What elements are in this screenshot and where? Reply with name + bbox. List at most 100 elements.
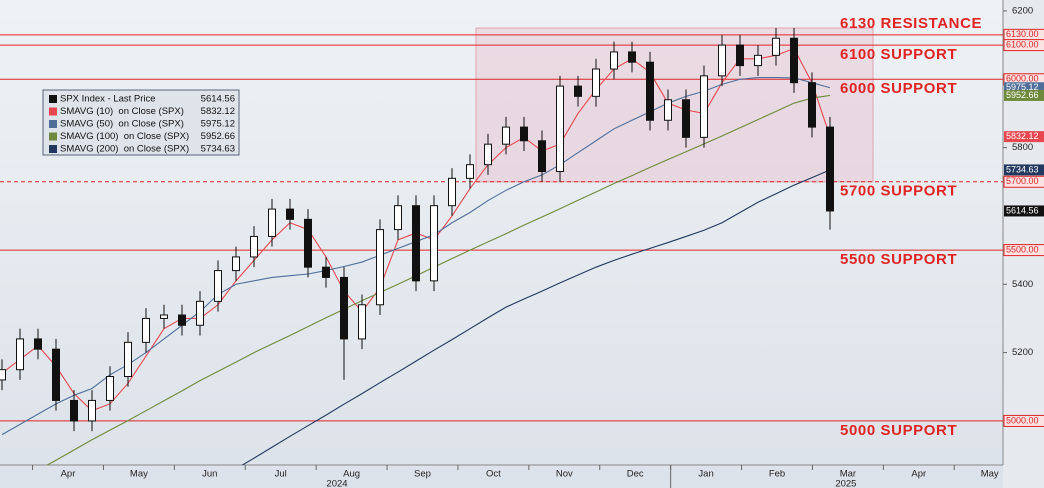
last-value-label: 5952.66 (1006, 90, 1039, 100)
level-text: 6100 SUPPORT (840, 46, 957, 63)
legend-label: SMAVG (100) on Close (SPX) (60, 131, 189, 142)
x-tick-label: Jan (698, 469, 713, 480)
level-box-label: 5000.00 (1006, 415, 1039, 425)
candle-body (322, 266, 330, 278)
candle-body (610, 51, 618, 70)
level-text: 5500 SUPPORT (840, 251, 957, 268)
y-tick-label: 6200 (1012, 5, 1033, 16)
x-tick-label: Sep (414, 469, 431, 480)
candle-body (574, 85, 582, 97)
level-box (1003, 244, 1044, 257)
candle-body (16, 338, 24, 371)
level-text: 5700 SUPPORT (840, 183, 957, 200)
level-box-label: 6100.00 (1006, 39, 1039, 49)
legend-value: 5952.66 (201, 131, 235, 142)
legend-value: 5832.12 (201, 106, 235, 117)
last-value-box (1004, 131, 1044, 143)
legend-swatch (49, 145, 57, 153)
last-value-box (1004, 164, 1044, 176)
y-tick-label: 5200 (1012, 347, 1033, 358)
x-group-label: 2024 (326, 479, 347, 488)
candle-body (484, 143, 492, 166)
candle-body (250, 235, 258, 258)
candle-body (52, 348, 60, 401)
x-tick-label: Apr (911, 469, 926, 480)
candle-body (520, 126, 528, 142)
legend-value: 5975.12 (201, 119, 235, 130)
legend-swatch (49, 95, 57, 103)
last-value-label: 5614.56 (1006, 205, 1039, 215)
level-box-label: 5700.00 (1006, 176, 1039, 186)
x-tick-label: Mar (840, 469, 856, 480)
candle-body (70, 399, 78, 422)
x-tick-label: May (981, 469, 999, 480)
candle-body (340, 276, 348, 340)
level-box-label: 6130.00 (1006, 29, 1039, 39)
y-tick-label: 5800 (1012, 142, 1033, 153)
candle-body (142, 317, 150, 343)
legend-label: SPX Index - Last Price (60, 94, 156, 105)
last-value-label: 5734.63 (1006, 164, 1039, 174)
candle-body (214, 270, 222, 302)
legend-label: SMAVG (200) on Close (SPX) (60, 144, 189, 155)
candle-body (412, 205, 420, 282)
level-box (1003, 414, 1044, 427)
candle-body (394, 205, 402, 231)
last-value-label: 5832.12 (1006, 131, 1039, 141)
level-text: 6000 SUPPORT (840, 80, 957, 97)
candle-body (34, 338, 42, 350)
candle-body (0, 369, 6, 381)
candle-body (376, 229, 384, 306)
candle-body (556, 85, 564, 173)
sma-line (241, 169, 831, 465)
candle-body (106, 376, 114, 401)
legend (42, 89, 240, 156)
overlay: 5200 5400 5800 6200 Apr May Jun Jul Aug Sep Oct Nov… (32, 5, 1044, 488)
candle-body (736, 44, 744, 67)
x-tick-label: Feb (769, 469, 785, 480)
y-tick-label: 5400 (1012, 279, 1033, 290)
x-tick-label: Dec (627, 469, 644, 480)
candle-body (808, 82, 816, 128)
plot-area (0, 27, 1003, 465)
last-value-box (1004, 82, 1044, 94)
candle-body (700, 75, 708, 138)
candle-body (628, 51, 636, 63)
legend-value: 5614.56 (201, 94, 235, 105)
candle-body (682, 99, 690, 138)
legend-label: SMAVG (10) on Close (SPX) (60, 106, 184, 117)
legend-swatch (49, 132, 57, 141)
legend-label: SMAVG (50) on Close (SPX) (60, 119, 184, 130)
candle-body (88, 399, 96, 422)
candle-body (430, 205, 438, 282)
candle-body (268, 208, 276, 237)
candle-body (790, 37, 798, 84)
candle-body (826, 126, 834, 212)
x-tick-label: Jul (275, 469, 287, 480)
legend-value: 5734.63 (201, 144, 235, 155)
candle-body (304, 218, 312, 268)
level-text: 5000 SUPPORT (840, 422, 957, 439)
candle-body (448, 177, 456, 207)
x-tick-label: Aug (343, 469, 360, 480)
level-box (1003, 39, 1044, 52)
legend-swatch (49, 107, 57, 116)
last-value-label: 5975.12 (1006, 82, 1039, 92)
level-box-label: 5500.00 (1006, 244, 1039, 254)
last-value-box (1004, 89, 1044, 101)
candle-body (178, 314, 186, 326)
candle-body (160, 314, 168, 319)
candle-body (232, 256, 240, 272)
x-group-label: 2025 (835, 479, 856, 488)
level-text: 6130 RESISTANCE (840, 15, 982, 32)
x-tick-label: Jun (202, 469, 217, 480)
last-value-box (1004, 205, 1044, 217)
candle-body (358, 304, 366, 340)
candle-body (196, 300, 204, 326)
x-tick-label: May (130, 469, 148, 480)
candle-body (286, 208, 294, 220)
candle-body (754, 54, 762, 67)
candle-body (772, 37, 780, 56)
